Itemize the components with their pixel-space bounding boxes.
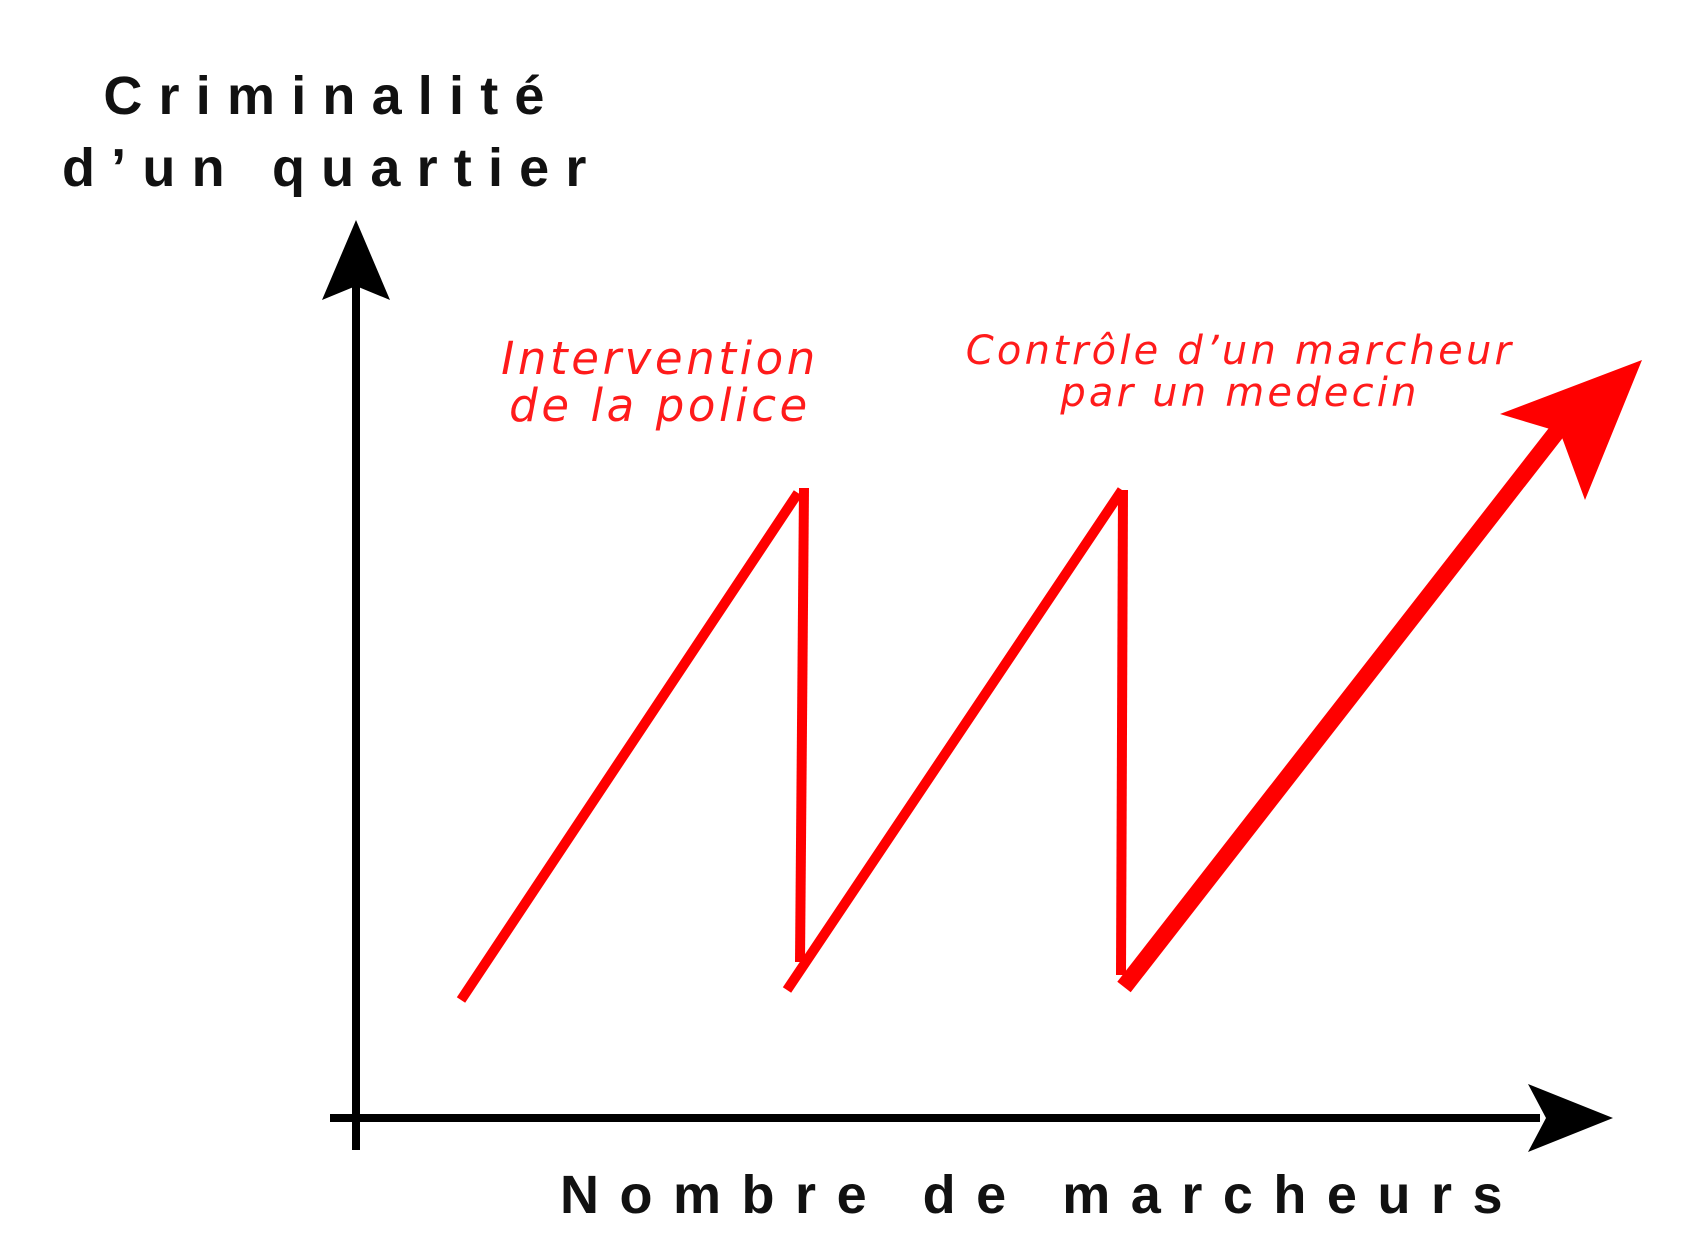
police-intervention-annotation: Intervention de la police (430, 335, 890, 430)
x-axis-title: Nombre de marcheurs (560, 1165, 1524, 1225)
crime-drop-segment-2 (1116, 489, 1128, 976)
y-axis-title-line-1: Criminalité (103, 66, 561, 126)
doctor-annotation-line-1: Contrôle d’un marcheur (965, 328, 1515, 374)
crime-rise-segment-1 (456, 490, 803, 1003)
crime-final-rise-segment (1117, 419, 1569, 993)
police-annotation-line-2: de la police (509, 379, 811, 433)
crime-rise-segment-2 (782, 487, 1127, 993)
y-axis-title-line-2: d’un quartier (62, 138, 603, 198)
doctor-control-annotation: Contrôle d’un marcheur par un medecin (925, 330, 1555, 414)
crime-curve (456, 360, 1642, 1003)
crime-final-arrowhead (1500, 360, 1642, 500)
y-axis-arrowhead (322, 220, 390, 300)
y-axis-title: Criminalité d’un quartier (62, 60, 602, 204)
axes (322, 220, 1613, 1152)
doctor-annotation-line-2: par un medecin (1060, 370, 1420, 416)
police-annotation-line-1: Intervention (501, 332, 819, 385)
crime-drop-segment-1 (795, 487, 809, 963)
x-axis-arrowhead (1528, 1084, 1613, 1152)
